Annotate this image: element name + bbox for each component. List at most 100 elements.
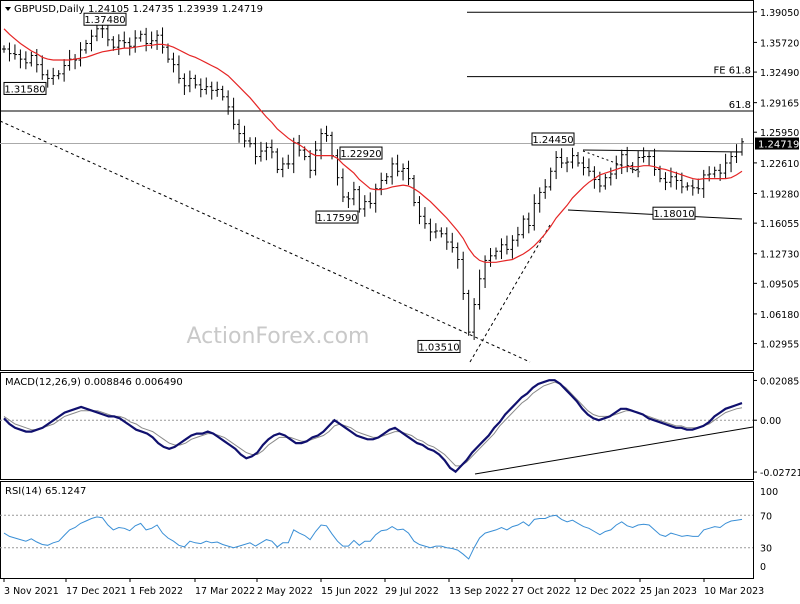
ohlc-bar (29, 51, 34, 67)
dropdown-triangle-icon (5, 7, 11, 11)
price-tick-label: 1.06180 (760, 310, 799, 321)
ohlc-bar (56, 70, 61, 80)
current-price-tag: 1.24719 (755, 137, 799, 151)
annotation-box (531, 132, 575, 146)
annotation-label: 1.22920 (340, 149, 381, 160)
price-tick-label: 1.35720 (760, 38, 799, 49)
x-tick-label: 13 Sep 2022 (449, 586, 509, 597)
ohlc-bar (729, 151, 734, 173)
macd-trendline (474, 426, 754, 475)
x-tick-label: 10 Mar 2023 (704, 586, 764, 597)
ohlc-bar (40, 55, 45, 80)
ohlc-bar (455, 242, 460, 269)
price-tick-label: 1.25950 (760, 128, 799, 139)
annotation-box (339, 146, 383, 160)
x-tick-label: 17 Dec 2021 (66, 586, 127, 597)
ohlc-bar (663, 172, 668, 191)
ohlc-bar (346, 191, 351, 209)
macd-layer: 0.020858 0.00 -0.027213 (0, 376, 800, 479)
annotation-label: 1.24450 (532, 135, 573, 146)
price-tick-label: 1.39050 (760, 8, 799, 19)
ohlc-bar (362, 195, 367, 217)
ohlc-bar (614, 155, 619, 180)
ohlc-bar (84, 39, 88, 54)
ohlc-bar (7, 42, 12, 62)
price-tick-label: 1.19280 (760, 190, 799, 201)
ohlc-bar (488, 248, 493, 267)
ohlc-bar (581, 156, 586, 176)
ohlc-bar (89, 29, 94, 52)
ohlc-bar (23, 51, 28, 70)
ohlc-bar (160, 27, 165, 54)
fib-label: 61.8 (729, 100, 751, 111)
ohlc-bar (466, 289, 471, 336)
ohlc-bar (176, 55, 181, 84)
macd-panel-frame (0, 372, 754, 480)
annotation-label: 1.17590 (316, 213, 357, 224)
ohlc-bar (406, 160, 411, 186)
ohlc-bar (433, 223, 438, 239)
fib-label: FE 61.8 (713, 66, 751, 77)
ohlc-bar (537, 187, 542, 213)
ohlc-bar (275, 148, 280, 174)
ohlc-bar (204, 77, 209, 95)
ohlc-bar (373, 183, 378, 213)
ohlc-bar (390, 157, 395, 185)
ohlc-bar (565, 157, 570, 173)
ohlc-bar (155, 30, 160, 50)
ohlc-bar (379, 172, 384, 196)
price-tick-label: 1.16055 (760, 219, 799, 230)
ohlc-bar (521, 215, 526, 239)
ohlc-bar (144, 27, 149, 52)
ohlc-bar (608, 167, 613, 186)
ohlc-bar (636, 151, 641, 178)
price-layer: FE 61.8 61.8 1.37480 1.31580 1.22920 1.17590 1… (0, 11, 753, 353)
ohlc-bar (34, 49, 39, 73)
price-panel-frame (0, 0, 754, 371)
ohlc-bar (723, 153, 728, 179)
annotation-box (83, 12, 127, 26)
ohlc-bar (690, 179, 695, 196)
ohlc-bar (18, 49, 23, 69)
ohlc-bar (543, 179, 548, 199)
ohlc-bar (630, 162, 635, 174)
ohlc-bar (357, 185, 362, 213)
price-annotation: 1.31580 (3, 81, 47, 95)
ohlc-bar (127, 37, 132, 56)
annotation-box (417, 339, 461, 353)
x-axis: 3 Nov 2021 17 Dec 2021 1 Feb 2022 17 Mar 20… (3, 578, 764, 597)
ohlc-bar (297, 134, 302, 157)
price-header: GBPUSD,Daily 1.24105 1.24735 1.23939 1.2… (5, 4, 263, 15)
ohlc-bar (477, 269, 482, 310)
ohlc-values: 1.24105 1.24735 1.23939 1.24719 (88, 4, 263, 15)
price-annotation: 1.24450 (531, 132, 575, 146)
ohlc-bar (269, 139, 274, 159)
annotation-label: 1.03510 (418, 342, 459, 353)
long-term-dashed-trendline (0, 120, 531, 363)
ohlc-bar (740, 138, 744, 156)
ohlc-bar (685, 182, 690, 191)
ohlc-bar (384, 173, 389, 185)
ohlc-bar (368, 192, 373, 209)
ohlc-bar (226, 90, 231, 115)
ohlc-bar (450, 232, 455, 253)
moving-average-line (3, 28, 743, 263)
rebound-dashed-trendline (469, 224, 551, 363)
ohlc-bar (586, 158, 591, 177)
macd-tick-label: 0.020858 (760, 376, 800, 387)
ohlc-bar (641, 147, 646, 163)
ohlc-bar (215, 81, 220, 97)
ohlc-bar (351, 181, 356, 206)
ohlc-bar (526, 212, 531, 234)
ohlc-bar (340, 168, 345, 203)
ohlc-bar (231, 97, 236, 130)
ohlc-bar (515, 226, 520, 247)
ohlc-bar (679, 172, 684, 194)
price-annotation: 1.22920 (339, 146, 383, 160)
x-tick-label: 2 May 2022 (257, 586, 313, 597)
ohlc-bar (652, 148, 657, 176)
ohlc-bar (171, 52, 176, 73)
ohlc-bar (619, 149, 624, 175)
ohlc-bar (166, 43, 170, 63)
ohlc-bar (62, 59, 67, 82)
